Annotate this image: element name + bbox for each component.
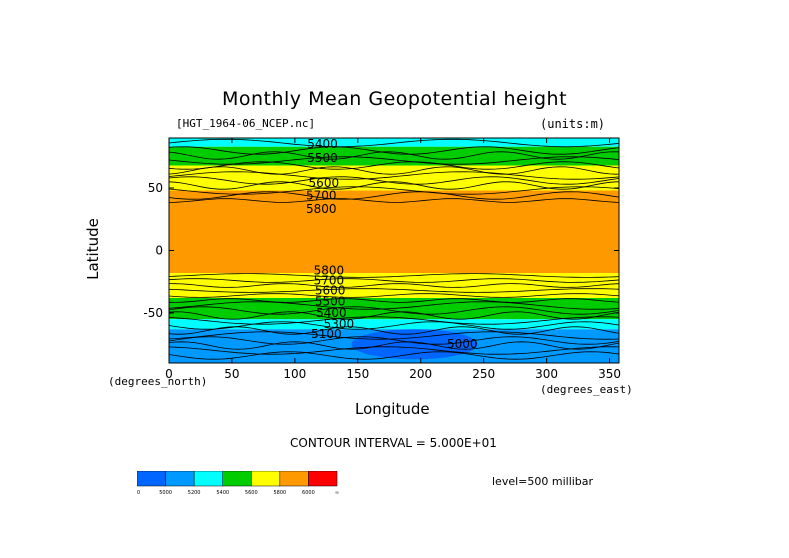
- contour-line: [169, 351, 619, 360]
- contour-label: 5700: [314, 273, 345, 287]
- colorbar-swatch: [137, 471, 166, 487]
- colorbar-swatch: [165, 471, 195, 487]
- contour-line: [169, 161, 619, 170]
- x-tick-label: 200: [409, 367, 432, 381]
- contour-line: [169, 326, 619, 335]
- contour-line: [169, 151, 619, 160]
- colorbar-swatch: [193, 471, 223, 487]
- contour-interval-label: CONTOUR INTERVAL = 5.000E+01: [290, 436, 497, 450]
- contour-line: [169, 311, 619, 320]
- units-label: (units:m): [540, 117, 606, 131]
- contour-line: [169, 176, 619, 185]
- contour-line: [169, 278, 619, 283]
- contour-line: [169, 288, 619, 293]
- contour-label: 5400: [316, 306, 347, 320]
- colorbar-swatch: [308, 471, 338, 487]
- color-band: [169, 138, 619, 147]
- colorbar-label: 5200: [188, 490, 201, 496]
- contour-label: 5700: [306, 188, 337, 202]
- colorbar-label: 5000: [159, 490, 172, 496]
- x-tick-label: 100: [283, 367, 306, 381]
- colorbar-label: 6000: [302, 490, 315, 496]
- contour-label: 5500: [307, 151, 338, 165]
- contour-line: [169, 191, 619, 200]
- contour-line: [169, 166, 619, 175]
- contour-line: [169, 321, 619, 330]
- colorbar-label: ∞: [335, 490, 339, 496]
- y-tick-label: 50: [148, 181, 163, 195]
- x-axis-unit: (degrees_east): [540, 383, 633, 396]
- contour-line: [169, 346, 619, 355]
- colorbar-label: 5400: [216, 490, 229, 496]
- contour-line: [169, 138, 619, 148]
- x-tick-label: 50: [224, 367, 239, 381]
- color-band: [169, 273, 619, 298]
- y-tick-label: 0: [155, 244, 163, 258]
- contour-label: 5000: [447, 337, 478, 351]
- y-axis-unit: (degrees_north): [108, 375, 208, 388]
- contour-label: 5300: [324, 317, 355, 331]
- chart-title: Monthly Mean Geopotential height: [221, 88, 568, 110]
- colorbar-label: 0: [137, 490, 140, 496]
- contour-line: [169, 156, 619, 165]
- contour-line: [169, 293, 619, 298]
- y-tick-label: -50: [143, 306, 163, 320]
- colorbar-swatch: [222, 471, 252, 487]
- contour-label: 5600: [309, 176, 340, 190]
- contour-line: [169, 331, 619, 340]
- contour-label: 5600: [315, 283, 346, 297]
- colorbar-swatch: [279, 471, 309, 487]
- colorbar: 0 5000 5200 5400 5600 5800 6000 ∞: [137, 471, 339, 496]
- contour-line: [169, 341, 619, 350]
- color-band: [169, 319, 619, 330]
- contour-line: [169, 336, 619, 345]
- contour-line: [169, 298, 619, 303]
- contour-line: [169, 146, 619, 155]
- level-label: level=500 millibar: [492, 475, 594, 488]
- contour-line: [169, 283, 619, 288]
- x-tick-label: 350: [598, 367, 621, 381]
- color-band: [169, 165, 619, 191]
- x-tick-label: 0: [165, 367, 173, 381]
- contour-line: [169, 273, 619, 278]
- contour-label: 5800: [306, 202, 337, 216]
- colorbar-label: 5600: [245, 490, 258, 496]
- colorbar-swatch: [251, 471, 281, 487]
- file-label: [HGT_1964-06_NCEP.nc]: [176, 117, 316, 130]
- colorbar-label: 5800: [273, 490, 286, 496]
- contour-line: [169, 301, 619, 310]
- contour-lines: [169, 138, 619, 360]
- color-band: [169, 190, 619, 273]
- x-tick-label: 250: [472, 367, 495, 381]
- x-tick-label: 150: [346, 367, 369, 381]
- contour-line: [169, 181, 619, 190]
- contour-line: [169, 171, 619, 180]
- contour-label: 5500: [315, 295, 346, 309]
- x-tick-label: 300: [535, 367, 558, 381]
- contour-line: [169, 306, 619, 315]
- contour-line: [169, 198, 619, 203]
- contour-label: 5800: [314, 263, 345, 277]
- contour-label: 5100: [311, 327, 342, 341]
- contour-line: [169, 316, 619, 325]
- contour-label: 5400: [307, 137, 338, 151]
- x-axis-label: Longitude: [355, 400, 430, 418]
- contour-line: [169, 186, 619, 195]
